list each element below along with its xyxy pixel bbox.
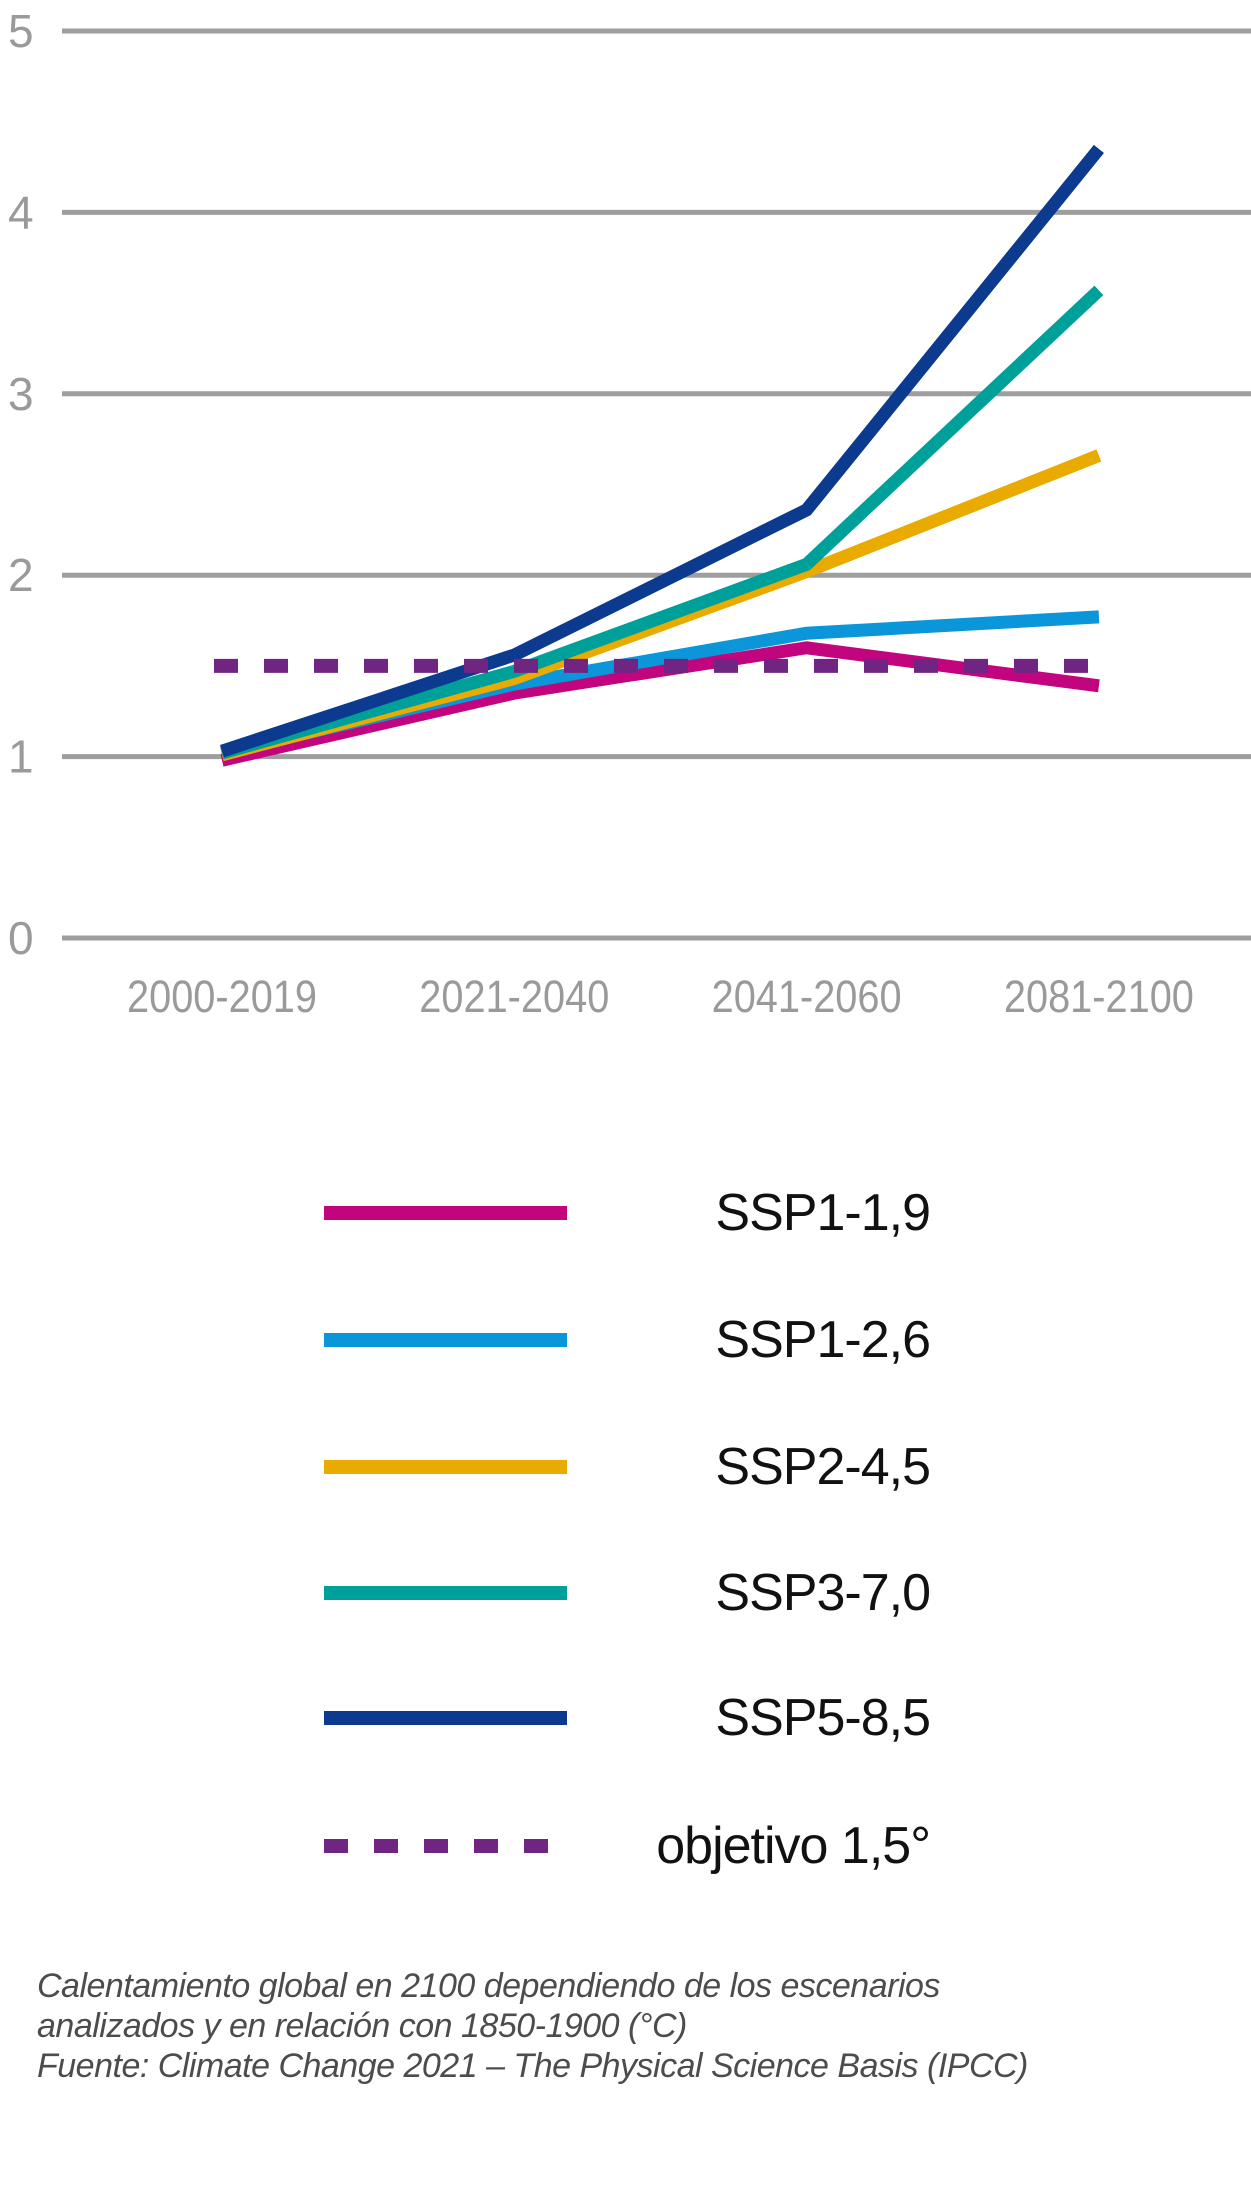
legend-item-ssp3-70: SSP3-7,0 <box>324 1564 931 1622</box>
series-lines <box>214 144 1105 767</box>
gridlines <box>62 28 1251 941</box>
y-tick-label-4: 4 <box>8 186 34 238</box>
legend-label-ssp3-70: SSP3-7,0 <box>715 1564 931 1622</box>
legend-label-ssp1-19: SSP1-1,9 <box>715 1184 931 1242</box>
y-tick-label-2: 2 <box>8 549 34 601</box>
x-tick-label-2041-2060: 2041-2060 <box>712 971 902 1022</box>
legend-swatch-ssp3-70 <box>324 1586 567 1600</box>
legend-swatch-objetivo <box>324 1839 548 1853</box>
x-tick-label-2081-2100: 2081-2100 <box>1004 971 1194 1022</box>
legend-label-ssp2-45: SSP2-4,5 <box>715 1438 931 1496</box>
y-axis-labels: 0 1 2 3 4 5 <box>8 5 34 964</box>
legend-item-ssp5-85: SSP5-8,5 <box>324 1689 931 1747</box>
chart-caption: Calentamiento global en 2100 dependiendo… <box>37 1966 1187 2086</box>
caption-line-1: Calentamiento global en 2100 dependiendo… <box>37 1967 940 2005</box>
legend-swatch-ssp5-85 <box>324 1711 567 1725</box>
y-tick-label-3: 3 <box>8 368 34 420</box>
y-tick-label-1: 1 <box>8 731 34 783</box>
line-chart: 0 1 2 3 4 5 2000-2019 2021-2040 2041-2060 2081-2… <box>8 5 1251 1022</box>
legend-item-objetivo: objetivo 1,5° <box>324 1817 931 1875</box>
legend-label-objetivo: objetivo 1,5° <box>656 1817 931 1875</box>
legend-label-ssp1-26: SSP1-2,6 <box>715 1311 931 1369</box>
legend-item-ssp1-19: SSP1-1,9 <box>324 1184 931 1242</box>
caption-line-3: Fuente: Climate Change 2021 – The Physic… <box>37 2047 1028 2085</box>
legend-swatch-ssp1-19 <box>324 1206 567 1220</box>
legend-swatch-ssp2-45 <box>324 1460 567 1474</box>
series-line-SSP1-1,9 <box>220 641 1100 767</box>
legend-item-ssp1-26: SSP1-2,6 <box>324 1311 931 1369</box>
legend-swatch-ssp1-26 <box>324 1333 567 1347</box>
y-tick-label-5: 5 <box>8 5 34 57</box>
x-tick-label-2000-2019: 2000-2019 <box>127 971 317 1022</box>
legend-item-ssp2-45: SSP2-4,5 <box>324 1438 931 1496</box>
y-tick-label-0: 0 <box>8 912 34 964</box>
x-axis-labels: 2000-2019 2021-2040 2041-2060 2081-2100 <box>127 971 1194 1022</box>
caption-line-2: analizados y en relación con 1850-1900 (… <box>37 2007 687 2045</box>
legend-label-ssp5-85: SSP5-8,5 <box>715 1689 931 1747</box>
series-line-SSP5-8,5 <box>219 144 1104 758</box>
series-line-SSP3-7,0 <box>220 285 1104 760</box>
x-tick-label-2021-2040: 2021-2040 <box>419 971 609 1022</box>
